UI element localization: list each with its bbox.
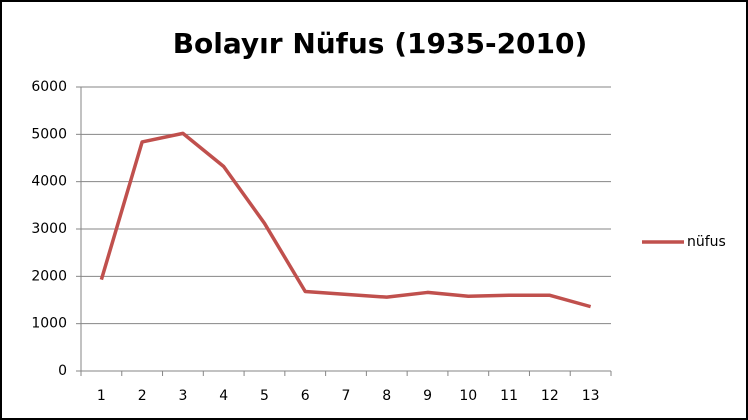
y-tick-label: 2000 bbox=[31, 268, 67, 284]
y-tick-label: 6000 bbox=[31, 79, 67, 95]
x-tick-label: 5 bbox=[260, 388, 269, 404]
x-tick-label: 4 bbox=[219, 388, 228, 404]
x-tick-label: 2 bbox=[138, 388, 147, 404]
chart-title: Bolayır Nüfus (1935-2010) bbox=[173, 27, 588, 60]
x-tick-label: 3 bbox=[178, 388, 187, 404]
y-tick-label: 5000 bbox=[31, 126, 67, 142]
x-tick-label: 11 bbox=[500, 388, 518, 404]
y-tick-label: 3000 bbox=[31, 221, 67, 237]
x-tick-label: 1 bbox=[97, 388, 106, 404]
x-tick-label: 8 bbox=[382, 388, 391, 404]
x-tick-label: 12 bbox=[541, 388, 559, 404]
y-tick-label: 1000 bbox=[31, 316, 67, 332]
x-tick-label: 13 bbox=[582, 388, 600, 404]
legend-label: nüfus bbox=[687, 234, 726, 250]
data-line bbox=[99, 131, 592, 309]
x-tick-label: 10 bbox=[459, 388, 477, 404]
x-tick-label: 7 bbox=[342, 388, 351, 404]
x-tick-label: 6 bbox=[301, 388, 310, 404]
y-tick-label: 0 bbox=[58, 363, 67, 379]
x-tick-label: 9 bbox=[423, 388, 432, 404]
y-tick-label: 4000 bbox=[31, 174, 67, 190]
